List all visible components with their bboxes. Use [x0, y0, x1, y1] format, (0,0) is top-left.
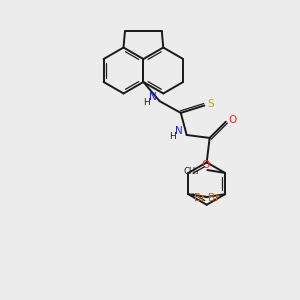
Text: CH₃: CH₃ [183, 167, 199, 176]
Text: N: N [176, 126, 183, 136]
Text: Br: Br [194, 193, 205, 203]
Text: H: H [143, 98, 150, 107]
Text: Br: Br [208, 193, 220, 203]
Text: S: S [208, 99, 214, 109]
Text: N: N [149, 92, 157, 102]
Text: O: O [202, 160, 210, 170]
Text: O: O [228, 115, 236, 125]
Text: H: H [169, 132, 176, 141]
